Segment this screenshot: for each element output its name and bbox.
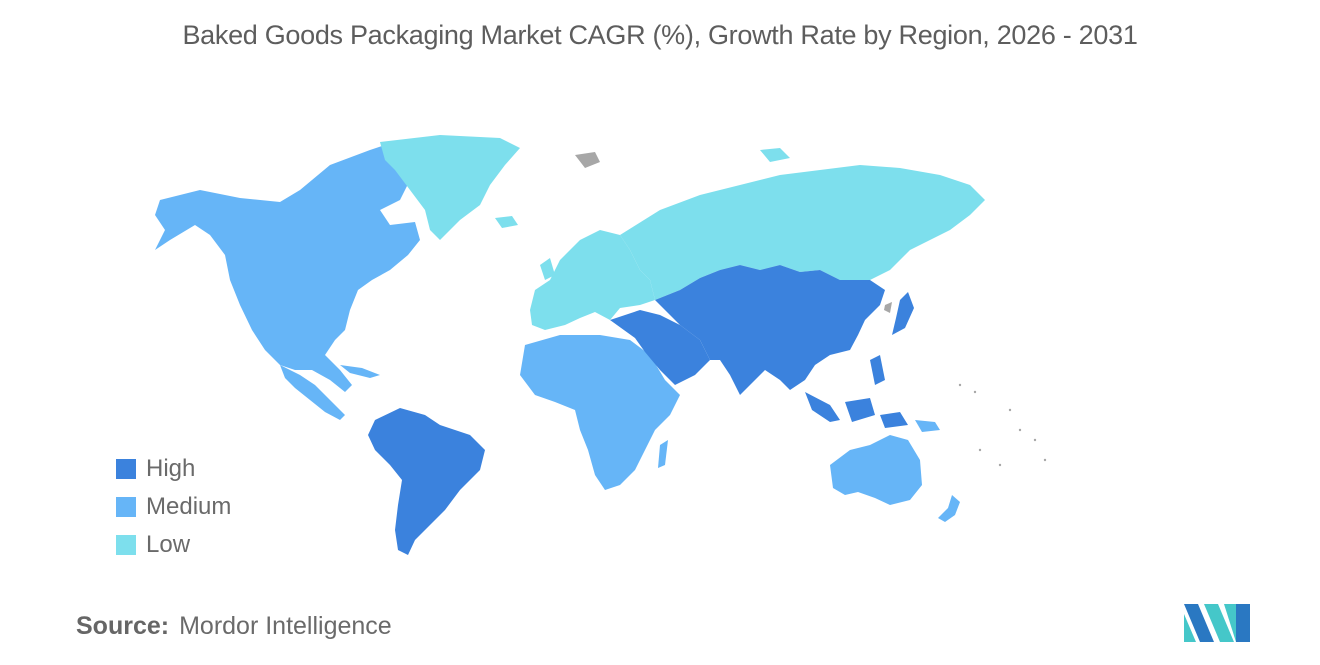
legend-label: High xyxy=(146,455,196,482)
legend-label: Medium xyxy=(146,493,232,520)
world-map xyxy=(155,135,1047,555)
legend-item-high: High xyxy=(116,450,231,488)
region-russia-islands xyxy=(760,148,790,162)
region-new-zealand xyxy=(938,495,960,522)
legend-label: Low xyxy=(146,531,191,558)
legend-swatch-low xyxy=(116,535,136,555)
mordor-logo-icon xyxy=(1184,604,1250,642)
pacific-islands xyxy=(958,383,1047,467)
legend-item-medium: Medium xyxy=(116,488,231,526)
region-caribbean xyxy=(340,365,380,378)
source-line: Source: Mordor Intelligence xyxy=(76,612,392,641)
region-europe xyxy=(530,230,655,330)
region-greenland xyxy=(380,135,520,240)
region-papua xyxy=(915,420,940,432)
region-svalbard xyxy=(575,152,600,168)
map-legend: High Medium Low xyxy=(116,450,231,564)
region-uk xyxy=(540,258,555,280)
source-value: Mordor Intelligence xyxy=(179,612,392,640)
region-russia xyxy=(620,165,985,300)
region-central-america xyxy=(280,365,345,420)
legend-swatch-high xyxy=(116,459,136,479)
region-north-korea xyxy=(884,302,892,313)
region-japan xyxy=(892,292,914,335)
region-north-america xyxy=(155,138,460,392)
legend-swatch-medium xyxy=(116,497,136,517)
region-iceland xyxy=(495,216,518,228)
region-madagascar xyxy=(658,440,668,468)
source-label: Source: xyxy=(76,612,170,640)
legend-item-low: Low xyxy=(116,526,231,564)
region-africa xyxy=(520,335,680,490)
region-asia xyxy=(655,265,885,395)
region-south-america xyxy=(368,408,485,555)
chart-title: Baked Goods Packaging Market CAGR (%), G… xyxy=(182,20,1138,50)
region-australia xyxy=(830,435,922,505)
region-southeast-asia xyxy=(805,355,908,428)
